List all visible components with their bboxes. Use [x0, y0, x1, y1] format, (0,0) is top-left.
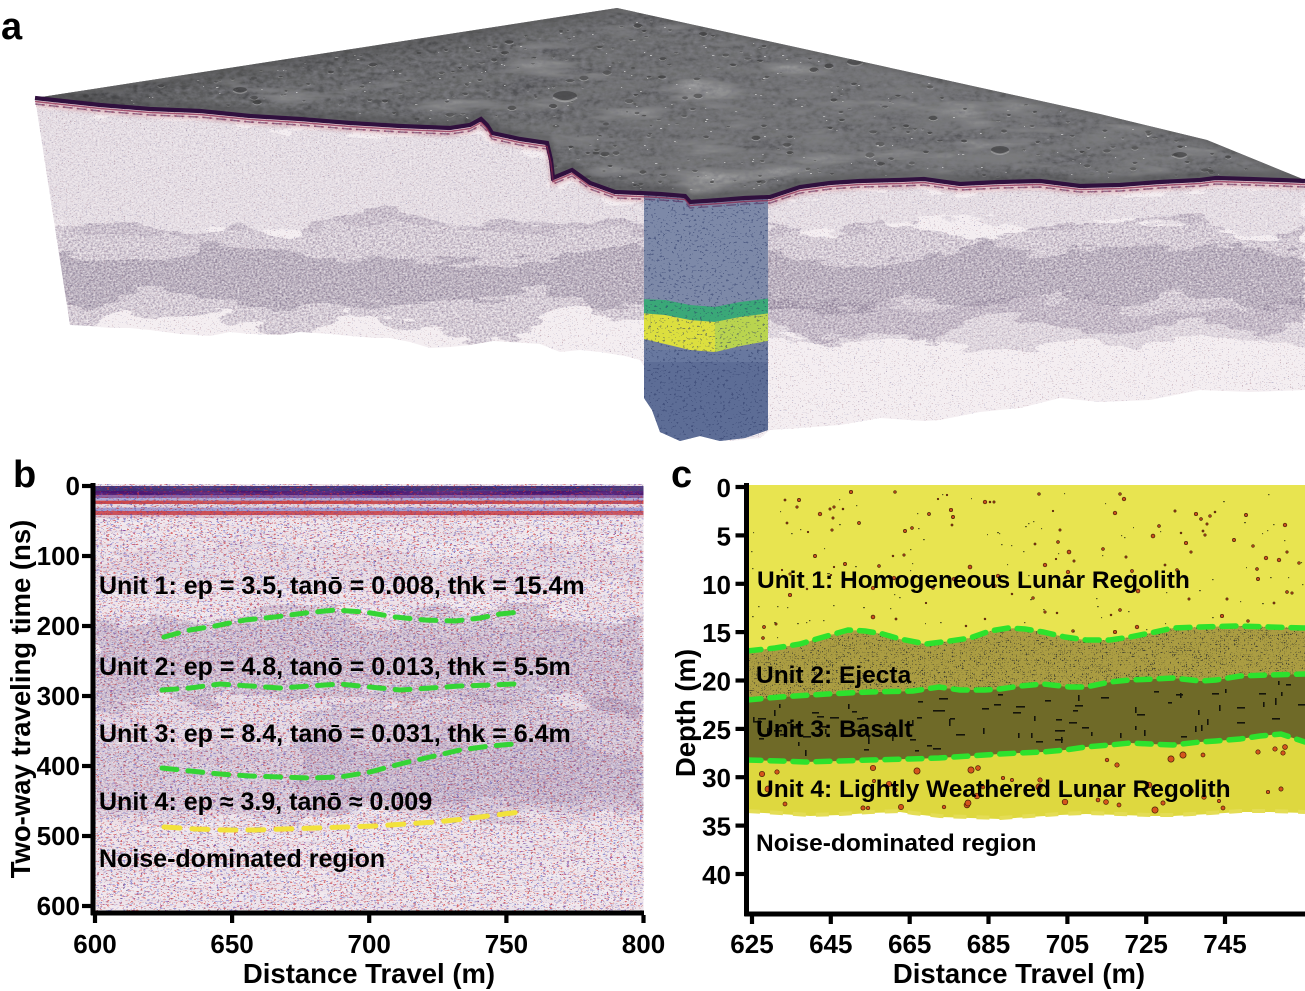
svg-text:625: 625: [730, 929, 773, 959]
svg-text:725: 725: [1125, 929, 1168, 959]
svg-text:40: 40: [702, 860, 731, 890]
svg-text:750: 750: [485, 929, 528, 959]
svg-text:30: 30: [702, 763, 731, 793]
svg-text:Unit 3: Basalt: Unit 3: Basalt: [756, 716, 913, 743]
svg-text:Unit 3: ep = 8.4, tanō = 0.031: Unit 3: ep = 8.4, tanō = 0.031, thk = 6.…: [99, 720, 571, 748]
svg-text:b: b: [13, 454, 36, 496]
svg-text:Noise-dominated region: Noise-dominated region: [99, 845, 385, 873]
svg-text:Distance Travel (m): Distance Travel (m): [243, 958, 495, 989]
svg-text:Unit 4: Lightly Weathered Luna: Unit 4: Lightly Weathered Lunar Regolith: [756, 776, 1231, 803]
svg-text:300: 300: [37, 681, 80, 711]
svg-text:20: 20: [702, 667, 731, 697]
svg-text:Distance Travel (m): Distance Travel (m): [893, 958, 1145, 989]
svg-text:650: 650: [210, 929, 253, 959]
svg-text:400: 400: [37, 751, 80, 781]
svg-text:Noise-dominated region: Noise-dominated region: [756, 830, 1036, 857]
svg-text:Unit 4: ep ≈ 3.9, tanō ≈ 0.009: Unit 4: ep ≈ 3.9, tanō ≈ 0.009: [99, 788, 432, 816]
svg-text:700: 700: [348, 929, 391, 959]
svg-text:0: 0: [717, 473, 731, 503]
svg-text:645: 645: [809, 929, 852, 959]
svg-text:Unit 2: Ejecta: Unit 2: Ejecta: [756, 662, 912, 689]
svg-text:Unit 1: ep = 3.5, tanō = 0.008: Unit 1: ep = 3.5, tanō = 0.008, thk = 15…: [99, 572, 585, 600]
svg-text:15: 15: [702, 618, 731, 648]
svg-text:Unit 2: ep = 4.8, tanō = 0.013: Unit 2: ep = 4.8, tanō = 0.013, thk = 5.…: [99, 653, 571, 681]
svg-text:35: 35: [702, 812, 731, 842]
svg-text:705: 705: [1046, 929, 1089, 959]
svg-text:c: c: [671, 454, 692, 496]
svg-text:25: 25: [702, 715, 731, 745]
svg-text:600: 600: [37, 891, 80, 921]
svg-text:Two-way traveling time (ns): Two-way traveling time (ns): [5, 520, 36, 879]
svg-text:Unit 1: Homogeneous Lunar Rego: Unit 1: Homogeneous Lunar Regolith: [757, 567, 1190, 594]
svg-text:Depth (m): Depth (m): [670, 649, 701, 777]
svg-text:a: a: [1, 6, 23, 48]
svg-text:745: 745: [1203, 929, 1246, 959]
svg-text:0: 0: [66, 471, 80, 501]
svg-text:5: 5: [717, 521, 731, 551]
svg-text:800: 800: [622, 929, 665, 959]
svg-text:685: 685: [967, 929, 1010, 959]
svg-text:600: 600: [73, 929, 116, 959]
svg-text:665: 665: [888, 929, 931, 959]
svg-text:500: 500: [37, 821, 80, 851]
svg-text:200: 200: [37, 611, 80, 641]
svg-text:100: 100: [37, 541, 80, 571]
svg-text:10: 10: [702, 570, 731, 600]
